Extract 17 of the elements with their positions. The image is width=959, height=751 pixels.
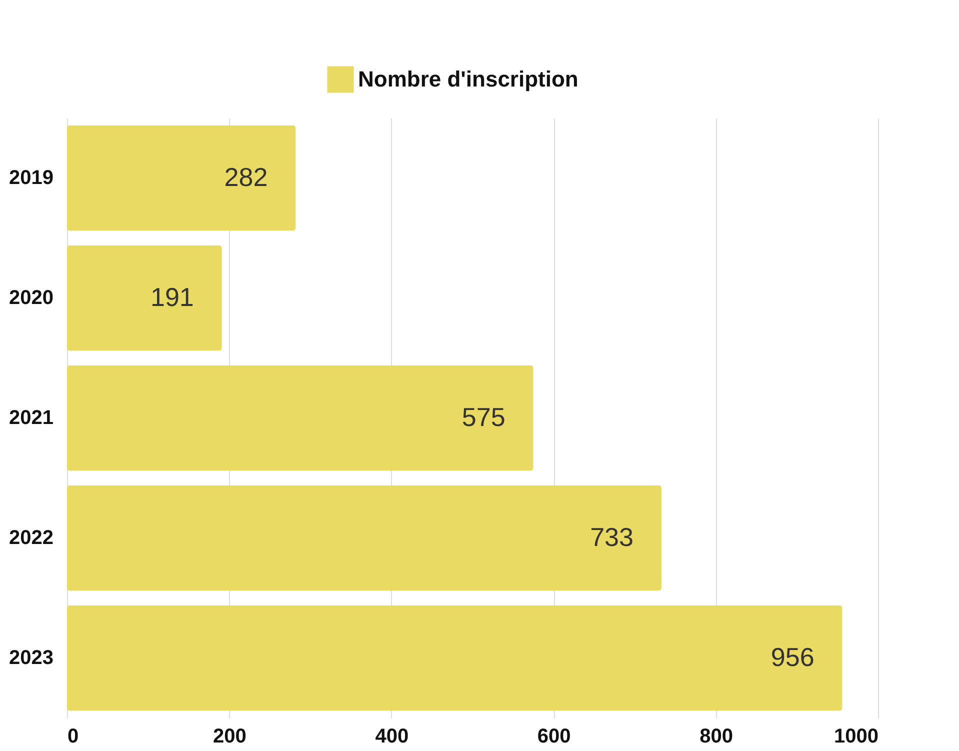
y-tick-label: 2021 <box>9 407 54 429</box>
x-tick-label: 1000 <box>834 726 878 748</box>
x-tick-label: 200 <box>213 726 246 748</box>
data-label: 282 <box>224 162 268 192</box>
y-tick-label: 2023 <box>9 647 54 669</box>
data-label: 191 <box>150 282 194 312</box>
data-label: 956 <box>770 642 814 672</box>
x-tick-label: 800 <box>700 726 733 748</box>
y-tick-label: 2020 <box>9 287 54 309</box>
x-tick-label: 600 <box>537 726 571 748</box>
data-label: 575 <box>462 402 506 432</box>
data-label: 733 <box>590 522 634 552</box>
y-tick-label: 2019 <box>9 167 54 189</box>
legend-label: Nombre d'inscription <box>358 66 578 92</box>
y-tick-label: 2022 <box>9 527 54 549</box>
x-tick-label: 400 <box>375 726 409 748</box>
x-tick-label: 0 <box>68 726 79 748</box>
